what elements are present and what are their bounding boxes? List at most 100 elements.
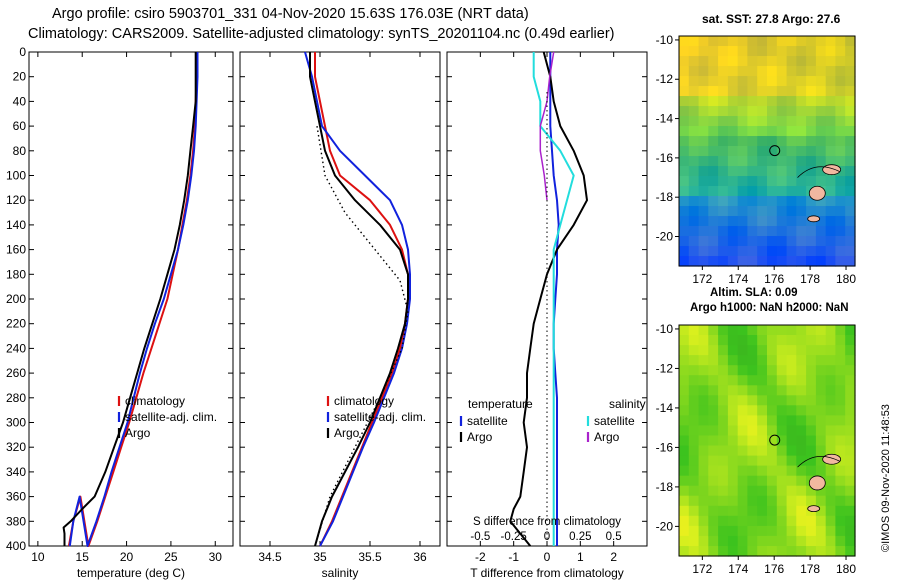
sla-map-cell — [688, 415, 700, 426]
depth-tick-label: 120 — [6, 193, 26, 207]
sla-map-cell — [718, 465, 729, 477]
sla-map-cell — [767, 546, 778, 557]
difference-series-temperature-satellite — [549, 52, 560, 546]
sst-map-cell — [757, 56, 768, 67]
sla-map-cell — [776, 546, 788, 557]
sst-map-cell — [786, 136, 797, 147]
sla-map-cell — [796, 475, 807, 487]
sst-map-cell — [727, 256, 739, 267]
sst-map-cell — [835, 46, 846, 57]
sla-map-cell — [679, 435, 690, 447]
depth-tick-label: 280 — [6, 391, 26, 405]
temperature-x-tick-label: 10 — [31, 550, 45, 564]
sst-map-lon-tick-label: 178 — [800, 272, 820, 286]
sst-map-cell — [727, 76, 739, 87]
sla-map-cell — [698, 365, 709, 376]
sla-map-cell — [815, 395, 827, 406]
sla-map-cell — [688, 345, 700, 356]
sst-map-cell — [757, 66, 768, 77]
sst-map-cell — [747, 166, 758, 177]
depth-tick-label: 160 — [6, 243, 26, 257]
sla-map-cell — [679, 465, 690, 477]
sla-map-cell — [698, 465, 709, 477]
sst-map-cell — [845, 246, 856, 257]
sla-map-cell — [727, 485, 739, 497]
sla-map-cell — [806, 525, 817, 537]
sla-map-cell — [718, 515, 729, 527]
sla-map-cell — [786, 375, 797, 386]
sst-map-cell — [698, 116, 709, 127]
sla-map-cell — [767, 325, 778, 336]
sla-map-lon-tick-label: 178 — [800, 562, 820, 576]
sst-map-cell — [845, 256, 856, 267]
temperature-x-tick-label: 15 — [76, 550, 90, 564]
sla-map-cell — [806, 415, 817, 426]
sst-map-heatmap-grid — [679, 36, 856, 267]
sst-map-cell — [767, 256, 778, 267]
sst-map-cell — [688, 36, 700, 47]
sla-map-cell — [698, 505, 709, 517]
sst-map-cell — [698, 186, 709, 197]
sst-map-cell — [806, 256, 817, 267]
sst-map-cell — [845, 146, 856, 157]
sla-map-cell — [786, 445, 797, 457]
sst-map-cell — [835, 196, 846, 207]
sla-map-cell — [737, 515, 749, 527]
salinity-series-argo — [309, 52, 409, 547]
depth-tick-label: 140 — [6, 218, 26, 232]
sst-map-cell — [688, 186, 700, 197]
sst-map-cell — [727, 226, 739, 237]
sla-map-cell — [806, 385, 817, 396]
sla-map-cell — [718, 405, 729, 416]
sla-map-cell — [845, 395, 856, 406]
sla-map-cell — [688, 435, 700, 447]
sst-map-cell — [845, 106, 856, 117]
sla-map-cell — [815, 445, 827, 457]
sla-map-cell — [767, 485, 778, 497]
sst-map-cell — [767, 46, 778, 57]
sla-map-cell — [845, 355, 856, 366]
sla-map-cell — [825, 465, 837, 477]
sla-map-cell — [757, 546, 768, 557]
sst-map-cell — [718, 166, 729, 177]
sla-map-cell — [835, 385, 846, 396]
temperature-legend-label: climatology — [125, 394, 185, 408]
sst-map-cell — [679, 76, 690, 87]
sla-map-cell — [747, 525, 758, 537]
sst-map-cell — [688, 166, 700, 177]
sst-map-cell — [776, 216, 788, 227]
sst-map-cell — [776, 66, 788, 77]
sst-map-cell — [679, 106, 690, 117]
sla-map-cell — [708, 365, 719, 376]
sst-map-cell — [698, 106, 709, 117]
sla-map-cell — [747, 485, 758, 497]
sst-map-cell — [835, 176, 846, 187]
sla-map-cell — [825, 546, 837, 557]
sla-map-cell — [796, 465, 807, 477]
sla-map-cell — [727, 525, 739, 537]
sla-map-cell — [806, 445, 817, 457]
sst-map-cell — [796, 166, 807, 177]
sst-map-title: sat. SST: 27.8 Argo: 27.6 — [702, 12, 841, 26]
difference-x-tick-label: 1 — [577, 550, 584, 564]
sst-map-cell — [835, 126, 846, 137]
sst-map-cell — [845, 206, 856, 217]
sst-map-cell — [727, 46, 739, 57]
sst-map-cell — [737, 156, 749, 167]
sst-map-cell — [776, 46, 788, 57]
sst-map-cell — [688, 206, 700, 217]
sla-map-cell — [688, 515, 700, 527]
sla-map-cell — [679, 505, 690, 517]
sla-map-cell — [845, 335, 856, 346]
sst-map-cell — [718, 196, 729, 207]
sla-map-cell — [708, 395, 719, 406]
sst-map-cell — [688, 246, 700, 257]
sla-map-cell — [737, 375, 749, 386]
sst-map-cell — [727, 56, 739, 67]
sst-map-cell — [727, 96, 739, 107]
sla-map-cell — [757, 455, 768, 467]
sst-map-cell — [825, 96, 837, 107]
sla-map-cell — [796, 425, 807, 436]
sla-map-cell — [747, 546, 758, 557]
sla-map-cell — [718, 455, 729, 467]
